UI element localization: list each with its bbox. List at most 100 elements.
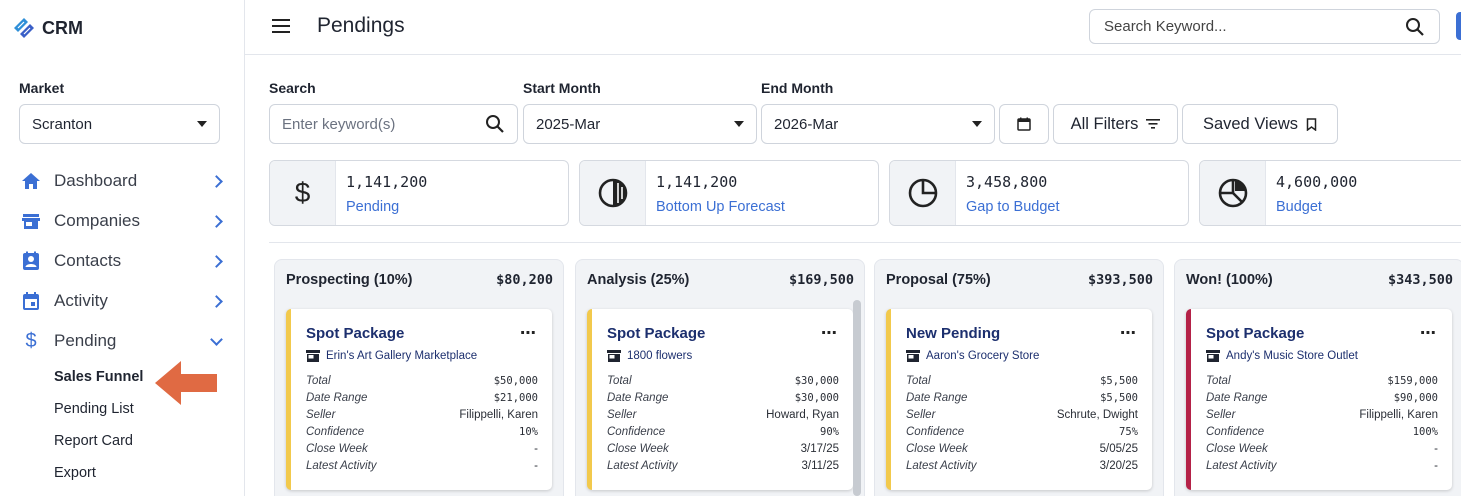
global-search-placeholder: Search Keyword... — [1104, 18, 1227, 35]
subnav-report-card[interactable]: Report Card — [54, 433, 133, 449]
row-value: $90,000 — [1393, 391, 1438, 404]
pointer-arrow-icon — [155, 361, 217, 405]
market-select[interactable]: Scranton — [19, 104, 220, 144]
pending-card[interactable]: Spot Package ⋯ Erin's Art Gallery Market… — [286, 309, 552, 490]
chevron-right-icon — [210, 254, 223, 268]
card-company[interactable]: Erin's Art Gallery Marketplace — [306, 350, 477, 362]
end-month-value: 2026-Mar — [774, 115, 839, 133]
subnav-sales-funnel[interactable]: Sales Funnel — [54, 369, 144, 385]
column-title: Prospecting (10%) — [286, 272, 413, 288]
chevron-right-icon — [210, 214, 223, 228]
keyword-search-placeholder: Enter keyword(s) — [282, 115, 396, 133]
row-value: 3/20/25 — [1099, 459, 1138, 472]
end-month-label: End Month — [761, 80, 834, 96]
card-row-seller: Seller Schrute, Dwight — [906, 406, 1138, 423]
bookmark-icon — [1306, 117, 1317, 131]
pending-card[interactable]: Spot Package ⋯ Andy's Music Store Outlet… — [1186, 309, 1452, 490]
more-options-icon[interactable]: ⋯ — [1420, 325, 1436, 342]
sidebar: CRM Market Scranton Dashboard Companies … — [0, 0, 245, 496]
subnav-pending-list[interactable]: Pending List — [54, 401, 134, 417]
card-title[interactable]: Spot Package — [306, 325, 405, 342]
row-label: Close Week — [607, 442, 669, 455]
card-row-seller: Seller Filippelli, Karen — [1206, 406, 1438, 423]
all-filters-button[interactable]: All Filters — [1053, 104, 1178, 144]
row-label: Latest Activity — [306, 459, 377, 472]
start-month-label: Start Month — [523, 80, 601, 96]
column-title: Proposal (75%) — [886, 272, 991, 288]
filter-lines-icon — [1146, 119, 1161, 129]
sidebar-item-activity[interactable]: Activity — [0, 281, 245, 321]
kpi-label: Bottom Up Forecast — [656, 199, 785, 215]
chevron-right-icon — [210, 294, 223, 308]
funnel-column: Prospecting (10%) $80,200 Spot Package ⋯… — [274, 259, 564, 496]
card-company[interactable]: Andy's Music Store Outlet — [1206, 350, 1358, 362]
more-options-icon[interactable]: ⋯ — [520, 325, 536, 342]
half-circle-icon — [580, 161, 646, 225]
row-value: Schrute, Dwight — [1056, 408, 1138, 421]
sidebar-item-label: Companies — [54, 211, 140, 230]
sidebar-item-label: Dashboard — [54, 171, 138, 190]
pie-chart-icon — [1200, 161, 1266, 225]
card-row-date-range: Date Range $21,000 — [306, 389, 538, 406]
card-title[interactable]: New Pending — [906, 325, 1001, 342]
subnav-export[interactable]: Export — [54, 465, 96, 481]
card-title[interactable]: Spot Package — [1206, 325, 1305, 342]
card-row-close-week: Close Week 5/05/25 — [906, 440, 1138, 457]
card-details: Total $30,000 Date Range $30,000 Seller … — [607, 372, 839, 474]
sidebar-item-contacts[interactable]: Contacts — [0, 241, 245, 281]
pending-card[interactable]: New Pending ⋯ Aaron's Grocery Store Tota… — [886, 309, 1152, 490]
saved-views-button[interactable]: Saved Views — [1182, 104, 1338, 144]
row-label: Date Range — [306, 391, 368, 404]
store-icon — [1206, 350, 1220, 362]
funnel-column: Won! (100%) $343,500 Spot Package ⋯ Andy… — [1174, 259, 1461, 496]
row-label: Latest Activity — [906, 459, 977, 472]
row-label: Total — [607, 374, 632, 387]
search-icon[interactable] — [485, 114, 505, 134]
card-details: Total $50,000 Date Range $21,000 Seller … — [306, 372, 538, 474]
pending-card[interactable]: Spot Package ⋯ 1800 flowers Total $30,00… — [587, 309, 853, 490]
hamburger-menu-icon[interactable] — [272, 19, 290, 33]
row-label: Total — [306, 374, 331, 387]
card-row-total: Total $50,000 — [306, 372, 538, 389]
global-search-input[interactable]: Search Keyword... — [1089, 9, 1440, 44]
market-label: Market — [19, 80, 65, 96]
calendar-icon — [20, 290, 42, 312]
start-month-value: 2025-Mar — [536, 115, 601, 133]
logo[interactable]: CRM — [12, 16, 83, 40]
row-value: 90% — [820, 425, 839, 438]
calendar-icon — [1017, 117, 1031, 131]
row-value: $21,000 — [493, 391, 538, 404]
column-scrollbar[interactable] — [853, 300, 861, 496]
kpi-card-pending: $ 1,141,200 Pending — [269, 160, 569, 226]
column-total: $343,500 — [1387, 272, 1453, 288]
store-icon — [20, 210, 42, 232]
more-options-icon[interactable]: ⋯ — [821, 325, 837, 342]
chevron-right-icon — [210, 174, 223, 188]
sidebar-item-pending[interactable]: $ Pending — [0, 321, 245, 361]
card-title[interactable]: Spot Package — [607, 325, 706, 342]
column-total: $80,200 — [496, 272, 553, 288]
top-action-button[interactable] — [1456, 12, 1461, 40]
card-company-name: Aaron's Grocery Store — [926, 350, 1040, 362]
search-icon[interactable] — [1405, 17, 1425, 37]
start-month-select[interactable]: 2025-Mar — [523, 104, 757, 144]
row-label: Close Week — [906, 442, 968, 455]
row-value: - — [1434, 459, 1438, 472]
card-row-latest-activity: Latest Activity - — [1206, 457, 1438, 474]
row-label: Seller — [306, 408, 336, 421]
keyword-search-input[interactable]: Enter keyword(s) — [269, 104, 518, 144]
row-label: Confidence — [607, 425, 666, 438]
more-options-icon[interactable]: ⋯ — [1120, 325, 1136, 342]
sidebar-item-dashboard[interactable]: Dashboard — [0, 161, 245, 201]
row-label: Total — [906, 374, 931, 387]
card-company[interactable]: Aaron's Grocery Store — [906, 350, 1039, 362]
calendar-button[interactable] — [999, 104, 1049, 144]
card-details: Total $5,500 Date Range $5,500 Seller Sc… — [906, 372, 1138, 474]
end-month-select[interactable]: 2026-Mar — [761, 104, 995, 144]
sidebar-item-companies[interactable]: Companies — [0, 201, 245, 241]
kpi-value: 1,141,200 — [656, 173, 738, 191]
search-label: Search — [269, 80, 316, 96]
card-company[interactable]: 1800 flowers — [607, 350, 692, 362]
column-total: $169,500 — [788, 272, 854, 288]
row-label: Date Range — [607, 391, 669, 404]
